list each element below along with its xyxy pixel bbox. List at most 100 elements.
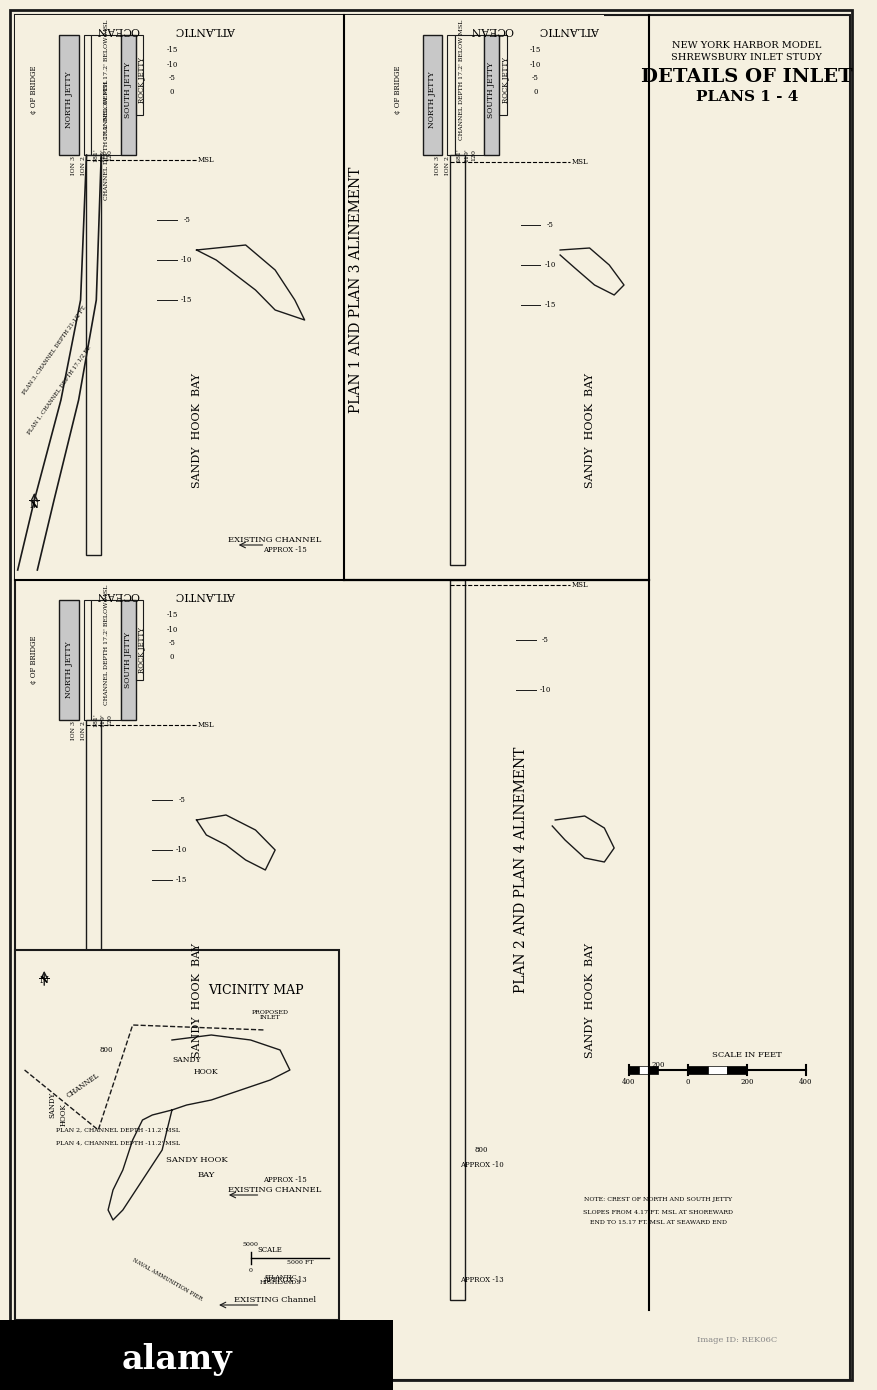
Text: SANDY: SANDY xyxy=(48,1093,56,1118)
Text: EXISTING Channel: EXISTING Channel xyxy=(234,1295,317,1304)
Text: 120: 120 xyxy=(471,149,476,161)
Text: ATLANTIC
HIGHLANDS: ATLANTIC HIGHLANDS xyxy=(260,1275,301,1286)
Text: -10: -10 xyxy=(167,626,178,634)
Bar xyxy=(83,600,91,720)
Bar xyxy=(447,35,455,156)
Text: ION 2: ION 2 xyxy=(81,156,86,175)
Bar xyxy=(87,156,101,555)
Text: ¢ OF BRIDGE: ¢ OF BRIDGE xyxy=(31,635,39,684)
Text: ION 3: ION 3 xyxy=(71,156,76,175)
Bar xyxy=(136,35,144,115)
Bar xyxy=(455,35,484,156)
Bar xyxy=(121,600,136,720)
Text: -15: -15 xyxy=(530,46,541,54)
Text: PLAN 1, CHANNEL DEPTH 17.1/2 FT.: PLAN 1, CHANNEL DEPTH 17.1/2 FT. xyxy=(26,345,92,435)
Bar xyxy=(59,35,79,156)
Text: CHANNEL DEPTH 17.2' BELOW MSL: CHANNEL DEPTH 17.2' BELOW MSL xyxy=(103,79,109,200)
Text: NORTH JETTY: NORTH JETTY xyxy=(65,642,73,698)
Text: -10: -10 xyxy=(176,847,188,853)
Text: 0: 0 xyxy=(170,88,175,96)
Text: NAVAL AMMUNITION PIER: NAVAL AMMUNITION PIER xyxy=(132,1258,203,1302)
Text: N: N xyxy=(39,976,48,984)
Text: SANDY: SANDY xyxy=(173,1056,201,1063)
Text: ION 2: ION 2 xyxy=(445,156,450,175)
Text: APPROX -15: APPROX -15 xyxy=(263,1176,307,1184)
Polygon shape xyxy=(18,156,101,570)
Text: -5: -5 xyxy=(168,639,175,646)
Text: -15: -15 xyxy=(167,612,178,619)
Text: EXISTING CHANNEL: EXISTING CHANNEL xyxy=(229,537,322,543)
Text: Image ID: REK06C: Image ID: REK06C xyxy=(697,1336,777,1344)
Text: NORTH JETTY: NORTH JETTY xyxy=(428,72,437,128)
Text: PROPOSED
INLET: PROPOSED INLET xyxy=(252,1009,289,1020)
Text: EXISTING CHANNEL: EXISTING CHANNEL xyxy=(229,1186,322,1194)
Text: PLANS 1 - 4: PLANS 1 - 4 xyxy=(695,90,798,104)
Text: SANDY  HOOK  BAY: SANDY HOOK BAY xyxy=(585,942,595,1058)
Bar xyxy=(423,35,442,156)
Text: APPROX -10: APPROX -10 xyxy=(460,1161,503,1169)
Bar xyxy=(136,600,144,680)
Text: SLOPES FROM 4.17 FT. MSL AT SHOREWARD: SLOPES FROM 4.17 FT. MSL AT SHOREWARD xyxy=(583,1209,733,1215)
Text: ¢ OF BRIDGE: ¢ OF BRIDGE xyxy=(31,65,39,114)
Text: SOUTH JETTY: SOUTH JETTY xyxy=(488,63,496,118)
Bar xyxy=(450,156,465,564)
Text: ION 3: ION 3 xyxy=(71,720,76,739)
Text: -5: -5 xyxy=(532,74,539,82)
Text: 800: 800 xyxy=(474,1145,488,1154)
Text: SHREWSBURY INLET STUDY: SHREWSBURY INLET STUDY xyxy=(672,53,823,61)
Text: ¢ OF BRIDGE: ¢ OF BRIDGE xyxy=(394,65,402,114)
Text: 400: 400 xyxy=(622,1079,636,1086)
Text: APPROX -15: APPROX -15 xyxy=(263,546,307,555)
Text: ION 3: ION 3 xyxy=(435,156,439,175)
Bar xyxy=(688,1066,708,1074)
Bar xyxy=(708,1066,727,1074)
Text: CHANNEL: CHANNEL xyxy=(66,1070,102,1099)
Text: -15: -15 xyxy=(176,876,188,884)
Text: NEW YORK HARBOR MODEL: NEW YORK HARBOR MODEL xyxy=(672,40,822,50)
Text: NORTH JETTY: NORTH JETTY xyxy=(65,72,73,128)
Text: HOOK: HOOK xyxy=(60,1104,68,1126)
Text: ION 2: ION 2 xyxy=(81,720,86,739)
Text: -5: -5 xyxy=(542,637,549,644)
Text: SANDY  HOOK  BAY: SANDY HOOK BAY xyxy=(191,373,202,488)
Text: 120: 120 xyxy=(108,714,112,726)
Text: PLAN 2 AND PLAN 4 ALINEMENT: PLAN 2 AND PLAN 4 ALINEMENT xyxy=(514,746,528,994)
Text: N: N xyxy=(30,500,39,510)
Text: -10: -10 xyxy=(181,256,192,264)
Text: ATLANTIC: ATLANTIC xyxy=(176,25,237,35)
Text: -10: -10 xyxy=(530,61,541,70)
Text: ATLANTIC: ATLANTIC xyxy=(176,589,237,600)
Text: 0: 0 xyxy=(533,88,538,96)
Text: 181': 181' xyxy=(93,149,98,161)
Text: -15: -15 xyxy=(181,296,192,304)
Text: -15: -15 xyxy=(545,302,556,309)
Text: -5: -5 xyxy=(168,74,175,82)
Text: 5000 FT: 5000 FT xyxy=(287,1259,313,1265)
Text: 181': 181' xyxy=(456,149,461,161)
Text: OCEAN: OCEAN xyxy=(469,25,513,35)
Text: 119': 119' xyxy=(464,149,469,161)
Text: APPROX -13: APPROX -13 xyxy=(460,1276,503,1284)
Text: 800: 800 xyxy=(99,1047,113,1054)
Bar xyxy=(638,1066,649,1074)
Text: SANDY  HOOK  BAY: SANDY HOOK BAY xyxy=(191,942,202,1058)
Text: PLAN 2, CHANNEL DEPTH -11.2' MSL: PLAN 2, CHANNEL DEPTH -11.2' MSL xyxy=(56,1127,180,1133)
Text: PLAN 1 AND PLAN 3 ALINEMENT: PLAN 1 AND PLAN 3 ALINEMENT xyxy=(349,167,363,413)
Bar xyxy=(59,600,79,720)
Text: 5000: 5000 xyxy=(243,1243,259,1247)
Text: PLAN 4, CHANNEL DEPTH -11.2' MSL: PLAN 4, CHANNEL DEPTH -11.2' MSL xyxy=(56,1141,180,1145)
Text: ROCK JETTY: ROCK JETTY xyxy=(139,57,146,103)
Text: CHANNEL DEPTH 17.2' BELOW MSL: CHANNEL DEPTH 17.2' BELOW MSL xyxy=(103,19,109,140)
Bar xyxy=(15,15,604,580)
Text: END TO 15.17 FT. MSL AT SEAWARD END: END TO 15.17 FT. MSL AT SEAWARD END xyxy=(590,1219,727,1225)
Text: MSL: MSL xyxy=(198,721,215,728)
Text: -15: -15 xyxy=(167,46,178,54)
Text: -10: -10 xyxy=(545,261,556,270)
Text: -5: -5 xyxy=(183,215,190,224)
Bar xyxy=(15,949,339,1320)
Text: VICINITY MAP: VICINITY MAP xyxy=(208,984,303,997)
Bar xyxy=(83,35,91,156)
Bar xyxy=(121,35,136,156)
Text: SOUTH JETTY: SOUTH JETTY xyxy=(124,63,132,118)
Text: DETAILS OF INLET: DETAILS OF INLET xyxy=(641,68,852,86)
